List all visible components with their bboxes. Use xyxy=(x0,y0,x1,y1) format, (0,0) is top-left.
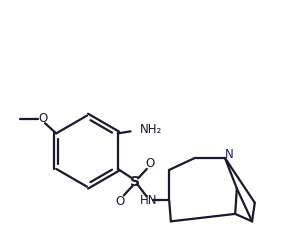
Text: O: O xyxy=(116,195,125,208)
Text: S: S xyxy=(130,175,140,189)
Text: HN: HN xyxy=(140,194,157,207)
Text: N: N xyxy=(225,148,234,160)
Text: O: O xyxy=(38,112,48,125)
Text: NH₂: NH₂ xyxy=(140,124,162,137)
Text: O: O xyxy=(146,157,155,170)
